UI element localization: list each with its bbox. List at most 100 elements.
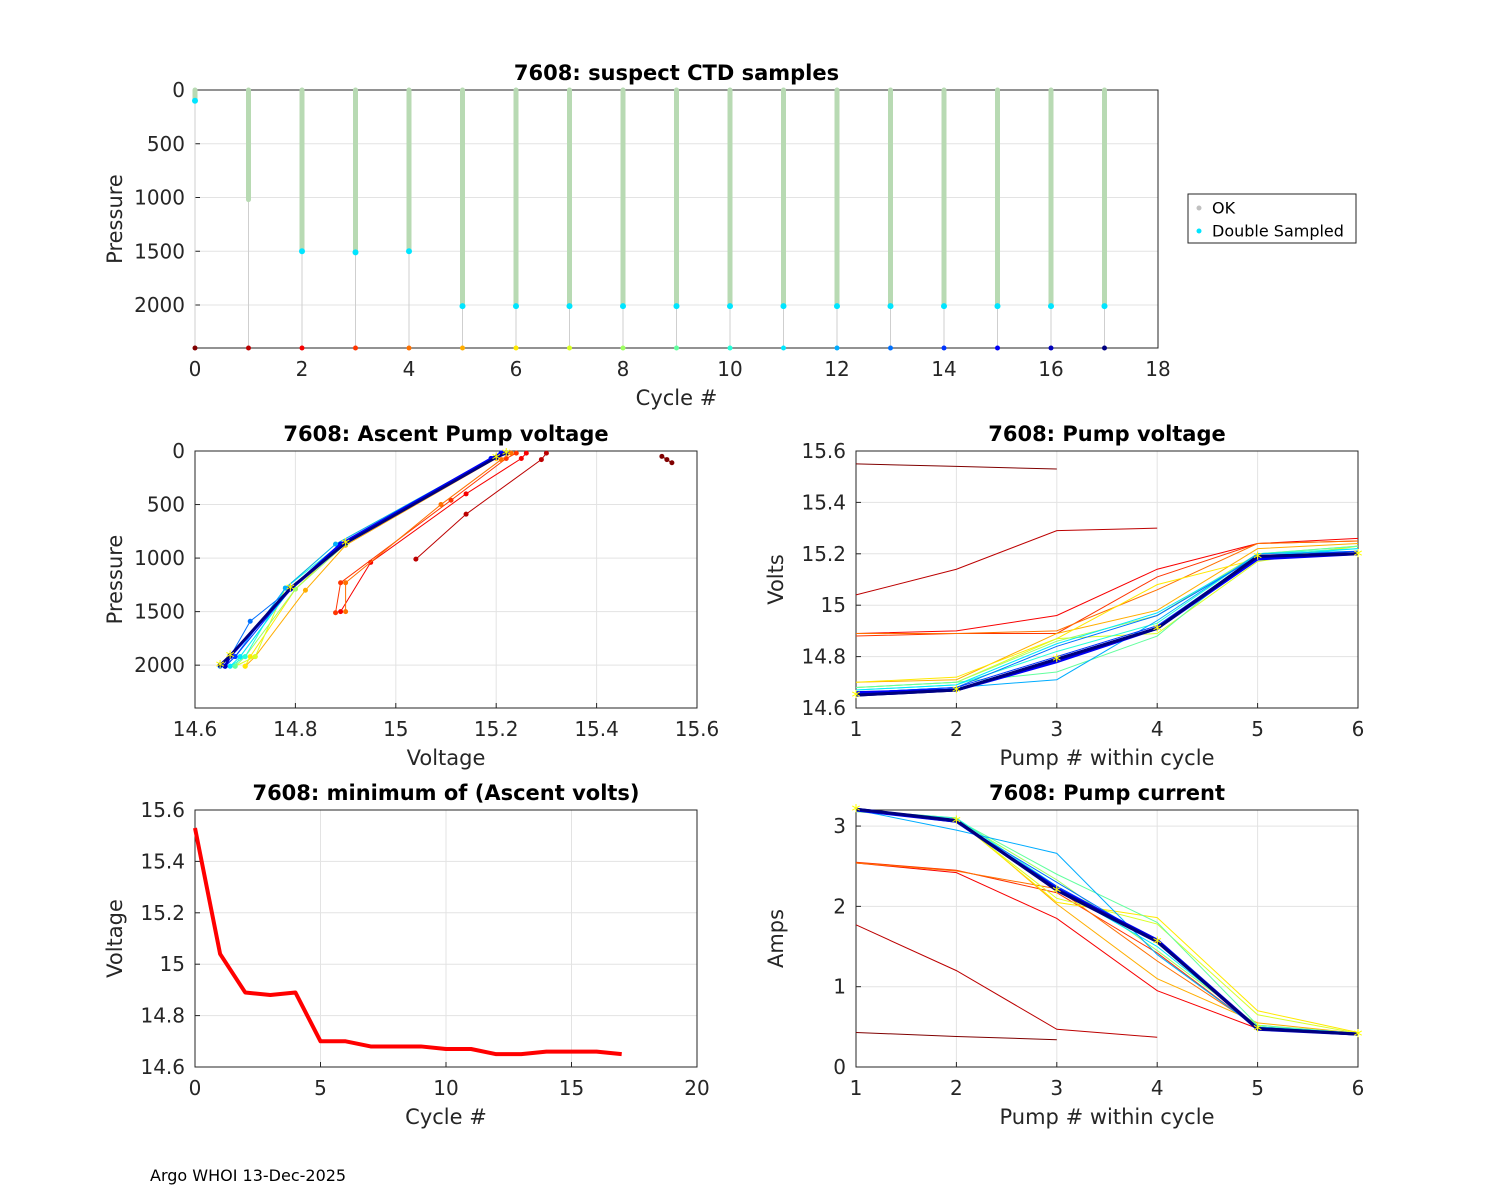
y-tick-label: 15.2 (140, 901, 185, 925)
x-axis-label: Pump # within cycle (1000, 746, 1215, 770)
plot-area (192, 87, 1108, 351)
ascent-line-cycle-15 (224, 452, 502, 667)
axes-minv: 0 5 10 15 20 14.6 14.8 15 15.2 15.4 15.6 7608: mini… (103, 781, 710, 1129)
pump-line-cycle-15 (855, 808, 1359, 1036)
chart-title: 7608: Pump current (989, 781, 1225, 805)
y-tick-label: 0 (172, 78, 185, 102)
ascent-point (237, 654, 243, 660)
star-marker: * (216, 657, 225, 678)
ascent-point (282, 585, 288, 591)
cycle-marker-0 (192, 345, 198, 351)
pump-line-cycle-10 (855, 548, 1359, 691)
axes-ascent: 14.6 14.8 15 15.2 15.4 15.6 0 500 1000 1500 2000 76… (103, 422, 719, 770)
pump-line-cycle-17 (855, 807, 1359, 1036)
ascent-point (333, 610, 339, 616)
ascent-point (659, 453, 665, 459)
x-tick-label: 5 (1251, 1076, 1264, 1100)
star-marker: * (1153, 934, 1162, 955)
ascent-line-cycle-11 (229, 452, 502, 667)
x-tick-label: 3 (1050, 717, 1063, 741)
ascent-point (222, 663, 228, 669)
ascent-point (232, 663, 238, 669)
ascent-point (493, 454, 499, 460)
pump-line-cycle-3 (855, 861, 1359, 1034)
pump-line-cycle-5 (855, 543, 1359, 683)
plot-area: * * * * * * (852, 801, 1363, 1047)
double-sample-point (941, 303, 947, 310)
star-marker: * (952, 812, 961, 833)
y-axis-label: Pressure (103, 535, 127, 625)
double-sample-point (994, 303, 1001, 310)
ascent-point (513, 450, 519, 456)
pump-line-cycle-14 (855, 809, 1359, 1035)
cycle-marker-2 (299, 345, 305, 351)
chart-title: 7608: minimum of (Ascent volts) (252, 781, 639, 805)
axes-frame (855, 809, 1359, 1068)
y-tick-label: 15 (821, 593, 846, 617)
y-axis-label: Volts (764, 554, 788, 605)
y-tick-label: 0 (833, 1055, 846, 1079)
cycle-marker-14 (941, 345, 947, 351)
chart-title: 7608: Pump voltage (988, 422, 1226, 446)
x-tick-label: 4 (1151, 717, 1164, 741)
x-axis-label: Voltage (407, 746, 486, 770)
legend-marker (1196, 228, 1202, 234)
ascent-point (333, 541, 339, 547)
y-tick-label: 1 (833, 975, 846, 999)
cycle-marker-17 (1102, 345, 1107, 351)
pump-line-cycle-16 (855, 807, 1359, 1036)
legend-marker (1196, 205, 1202, 211)
ascent-point (242, 654, 248, 660)
double-sample-point (780, 303, 787, 310)
double-sample-point (566, 303, 573, 310)
x-tick-label: 2 (950, 1076, 963, 1100)
axes-suspect: 0 2 4 6 8 10 12 14 16 18 0 500 1000 1500 2000 7608: sus… (103, 61, 1171, 410)
y-tick-label: 2 (833, 894, 846, 918)
x-tick-label: 5 (1251, 717, 1264, 741)
cycle-marker-1 (246, 345, 251, 351)
y-tick-label: 15.4 (140, 849, 185, 873)
ascent-line-cycle-16 (223, 451, 507, 667)
cycle-marker-5 (460, 345, 465, 351)
x-tick-label: 2 (296, 357, 309, 381)
ascent-point (343, 580, 349, 586)
ascent-point (227, 663, 233, 669)
x-axis-label: Cycle # (405, 1105, 487, 1129)
star-marker: * (1052, 651, 1061, 672)
ascent-point (508, 450, 514, 456)
pump-line-cycle-8 (855, 809, 1359, 1034)
x-tick-label: 6 (1352, 1076, 1365, 1100)
pump-line-cycle-12 (855, 809, 1359, 1035)
double-sample-point (406, 248, 412, 255)
pump-line-cycle-7 (855, 545, 1359, 688)
star-marker: * (1354, 1026, 1363, 1047)
pump-line-cycle-11 (855, 809, 1359, 1034)
pump-line-cycle-0 (855, 1031, 1057, 1041)
x-tick-label: 1 (850, 1076, 863, 1100)
double-sample-point (1101, 303, 1108, 310)
x-tick-label: 3 (1050, 1076, 1063, 1100)
x-tick-label: 5 (314, 1076, 327, 1100)
double-sample-point (192, 97, 198, 104)
ascent-point (518, 455, 524, 461)
x-tick-label: 14 (931, 357, 956, 381)
x-tick-label: 15.4 (574, 717, 619, 741)
ascent-line-cycle-8 (234, 452, 502, 667)
x-tick-label: 15 (383, 717, 408, 741)
ascent-point (292, 586, 298, 592)
y-tick-label: 500 (147, 493, 185, 517)
ascent-point (343, 540, 349, 546)
pump-line-cycle-7 (855, 809, 1359, 1034)
ascent-point (413, 556, 419, 562)
ascent-point (343, 609, 349, 615)
star-marker: * (226, 648, 235, 669)
star-marker: * (286, 580, 295, 601)
star-marker: * (852, 801, 861, 822)
x-tick-label: 15.6 (675, 717, 720, 741)
axes-frame (194, 450, 698, 709)
footer-text: Argo WHOI 13-Dec-2025 (150, 1166, 347, 1185)
y-tick-label: 15.2 (801, 542, 846, 566)
ascent-line-cycle-10 (229, 452, 502, 667)
ascent-point (242, 663, 248, 669)
